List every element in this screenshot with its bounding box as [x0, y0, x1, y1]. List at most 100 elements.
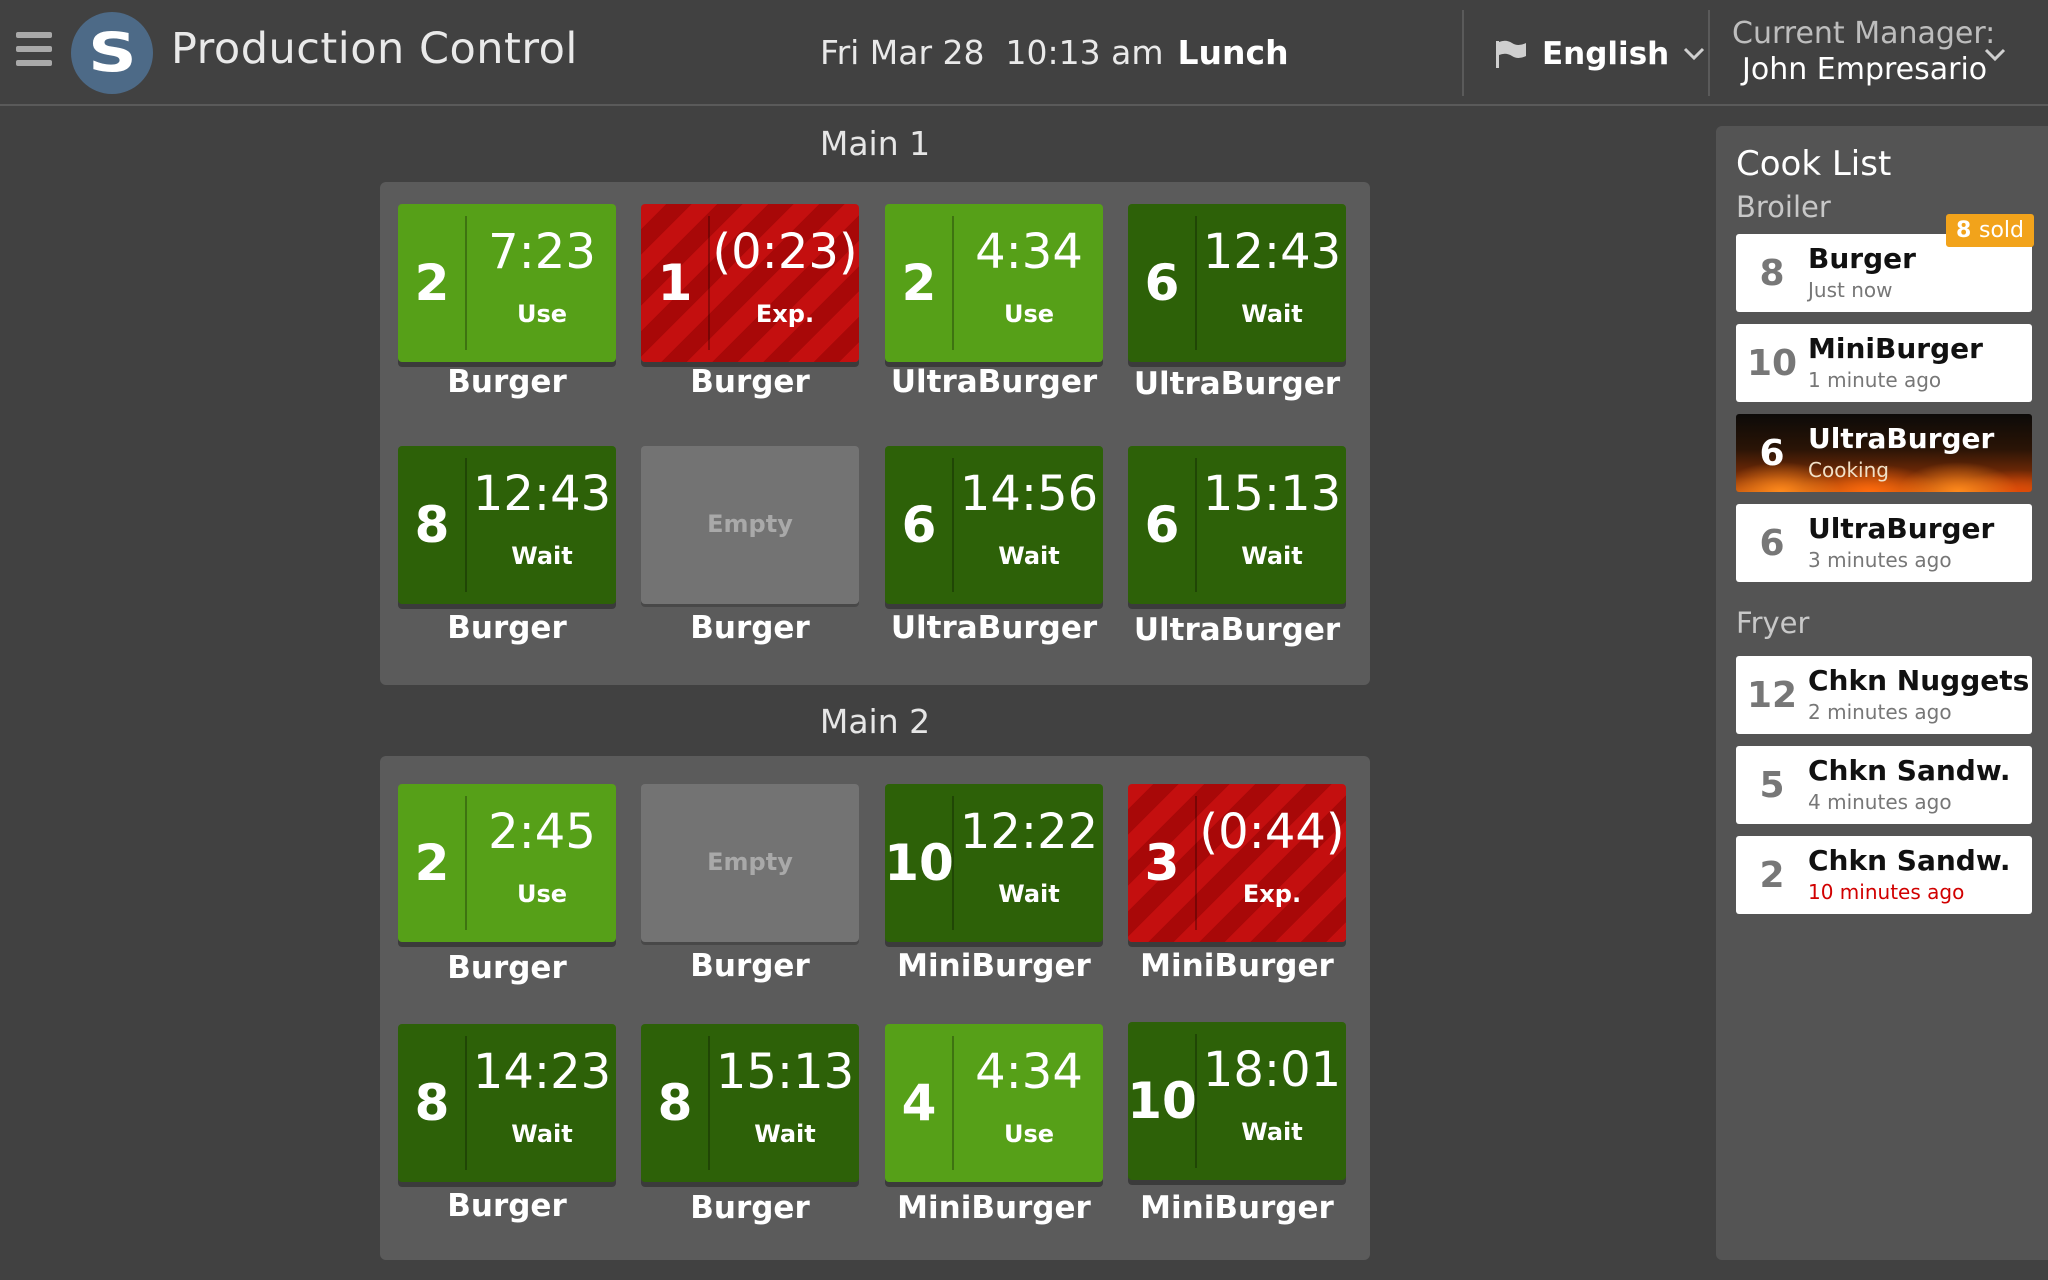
tile-product-label: Burger	[447, 610, 567, 646]
chevron-down-icon	[1684, 47, 1705, 61]
section-title-main-1: Main 1	[819, 124, 931, 163]
cook-list-item-cooking[interactable]: 6 UltraBurger Cooking	[1736, 414, 2032, 492]
cook-item-qty: 12	[1746, 674, 1798, 716]
tile-timer: 18:01	[1202, 1042, 1342, 1098]
tile-timer: (0:44)	[1199, 804, 1345, 860]
holding-tile[interactable]: 2 2:45 Use	[398, 784, 616, 942]
tile-divider	[465, 216, 467, 350]
holding-tile[interactable]: 3 (0:44) Exp.	[1128, 784, 1346, 942]
cook-item-time: 1 minute ago	[1808, 368, 1942, 392]
tile-state: Wait	[1241, 542, 1303, 570]
holding-tile-empty[interactable]: Empty	[641, 784, 859, 942]
cook-item-qty: 10	[1746, 342, 1798, 384]
cook-list-item[interactable]: 2 Chkn Sandw. 10 minutes ago	[1736, 836, 2032, 914]
holding-tile[interactable]: 6 15:13 Wait	[1128, 446, 1346, 604]
holding-tile[interactable]: 10 12:22 Wait	[884, 784, 1103, 942]
tile-timer: 14:56	[959, 466, 1099, 522]
tile-divider	[952, 458, 954, 592]
cook-item-qty: 8	[1759, 252, 1785, 294]
tile-state: Wait	[998, 542, 1060, 570]
tile-state: Wait	[754, 1120, 816, 1148]
tile-divider	[708, 1036, 710, 1170]
holding-tile[interactable]: 6 14:56 Wait	[885, 446, 1103, 604]
tile-state: Wait	[511, 542, 573, 570]
tile-state: Use	[1003, 300, 1055, 328]
tile-count: 10	[1127, 1072, 1197, 1130]
tile-timer: 12:22	[959, 804, 1099, 860]
holding-tile[interactable]: 2 7:23 Use	[398, 204, 616, 362]
tile-product-label: MiniBurger	[1140, 1190, 1334, 1226]
manager-name: John Empresario	[1742, 52, 1988, 87]
holding-tile-empty[interactable]: Empty	[641, 446, 859, 604]
station-title-broiler: Broiler	[1736, 190, 1831, 224]
chevron-down-icon[interactable]	[1984, 48, 2006, 62]
tile-product-label: Burger	[690, 948, 810, 984]
holding-tile[interactable]: 6 12:43 Wait	[1128, 204, 1346, 362]
cook-list-title: Cook List	[1736, 144, 1892, 184]
tile-timer: 4:34	[975, 224, 1083, 280]
tile-product-label: Burger	[447, 364, 567, 400]
tile-divider	[952, 1036, 954, 1170]
cook-item-time: Just now	[1808, 278, 1893, 302]
tile-divider	[1195, 216, 1197, 350]
tile-divider	[952, 216, 954, 350]
tile-state: Use	[1003, 1120, 1055, 1148]
manager-selector[interactable]: Current Manager: John Empresario	[1732, 16, 1995, 88]
tile-count: 8	[414, 496, 450, 554]
sold-count: 8	[1956, 218, 1972, 243]
cook-list-item[interactable]: 6 UltraBurger 3 minutes ago	[1736, 504, 2032, 582]
tile-empty-label: Empty	[707, 510, 793, 538]
cook-list-item[interactable]: 5 Chkn Sandw. 4 minutes ago	[1736, 746, 2032, 824]
tile-divider	[465, 1036, 467, 1170]
language-label: English	[1542, 36, 1670, 72]
header-divider	[1708, 10, 1710, 96]
tile-product-label: Burger	[690, 1190, 810, 1226]
tile-count: 8	[414, 1074, 450, 1132]
cook-list-item[interactable]: 12 Chkn Nuggets 2 minutes ago	[1736, 656, 2032, 734]
language-selector[interactable]: English	[1494, 32, 1705, 76]
cook-item-name: Burger	[1808, 242, 1916, 275]
cook-item-qty: 2	[1759, 854, 1785, 896]
tile-divider	[465, 458, 467, 592]
cook-item-qty: 6	[1759, 432, 1785, 474]
holding-tile[interactable]: 4 4:34 Use	[885, 1024, 1103, 1182]
hamburger-menu-icon[interactable]	[16, 32, 52, 66]
cook-item-time: 3 minutes ago	[1808, 548, 1952, 572]
tile-count: 2	[901, 254, 937, 312]
holding-tile[interactable]: 10 18:01 Wait	[1127, 1022, 1346, 1180]
tile-product-label: UltraBurger	[890, 364, 1098, 400]
tile-timer: 4:34	[975, 1044, 1083, 1100]
flag-icon	[1496, 40, 1526, 68]
station-title-fryer: Fryer	[1736, 606, 1810, 640]
tile-state: Wait	[998, 880, 1060, 908]
cook-list-item[interactable]: 10 MiniBurger 1 minute ago	[1736, 324, 2032, 402]
holding-tile[interactable]: 8 15:13 Wait	[641, 1024, 859, 1182]
tile-count: 6	[1144, 254, 1180, 312]
holding-tile[interactable]: 8 14:23 Wait	[398, 1024, 616, 1182]
tile-timer: (0:23)	[712, 224, 858, 280]
cook-item-name: Chkn Sandw.	[1808, 844, 2011, 877]
tile-count: 6	[1144, 496, 1180, 554]
tile-state: Wait	[1241, 1118, 1303, 1146]
tile-state: Exp.	[755, 300, 815, 328]
tile-timer: 15:13	[1202, 466, 1342, 522]
date-time-daypart: Fri Mar 28 10:13 am Lunch	[820, 33, 1289, 72]
holding-panel-main-1: 2 7:23 Use Burger 1 (0:23) Exp. Burger 2…	[380, 182, 1370, 685]
holding-tile[interactable]: 8 12:43 Wait	[398, 446, 616, 604]
tile-divider	[952, 796, 954, 930]
tile-count: 1	[657, 254, 693, 312]
tile-timer: 2:45	[488, 804, 596, 860]
holding-tile[interactable]: 1 (0:23) Exp.	[641, 204, 859, 362]
cook-item-time: 4 minutes ago	[1808, 790, 1952, 814]
tile-timer: 12:43	[1202, 224, 1342, 280]
cook-item-time: 10 minutes ago	[1808, 880, 1965, 904]
cook-list-item[interactable]: 8 Burger Just now 8 sold	[1736, 214, 2034, 312]
tile-empty-label: Empty	[707, 848, 793, 876]
holding-tile[interactable]: 2 4:34 Use	[885, 204, 1103, 362]
tile-timer: 12:43	[472, 466, 612, 522]
tile-product-label: UltraBurger	[890, 610, 1098, 646]
cook-item-qty: 5	[1759, 764, 1785, 806]
cook-item-time: Cooking	[1808, 458, 1889, 482]
tile-divider	[1195, 458, 1197, 592]
cook-item-name: UltraBurger	[1808, 512, 1995, 545]
